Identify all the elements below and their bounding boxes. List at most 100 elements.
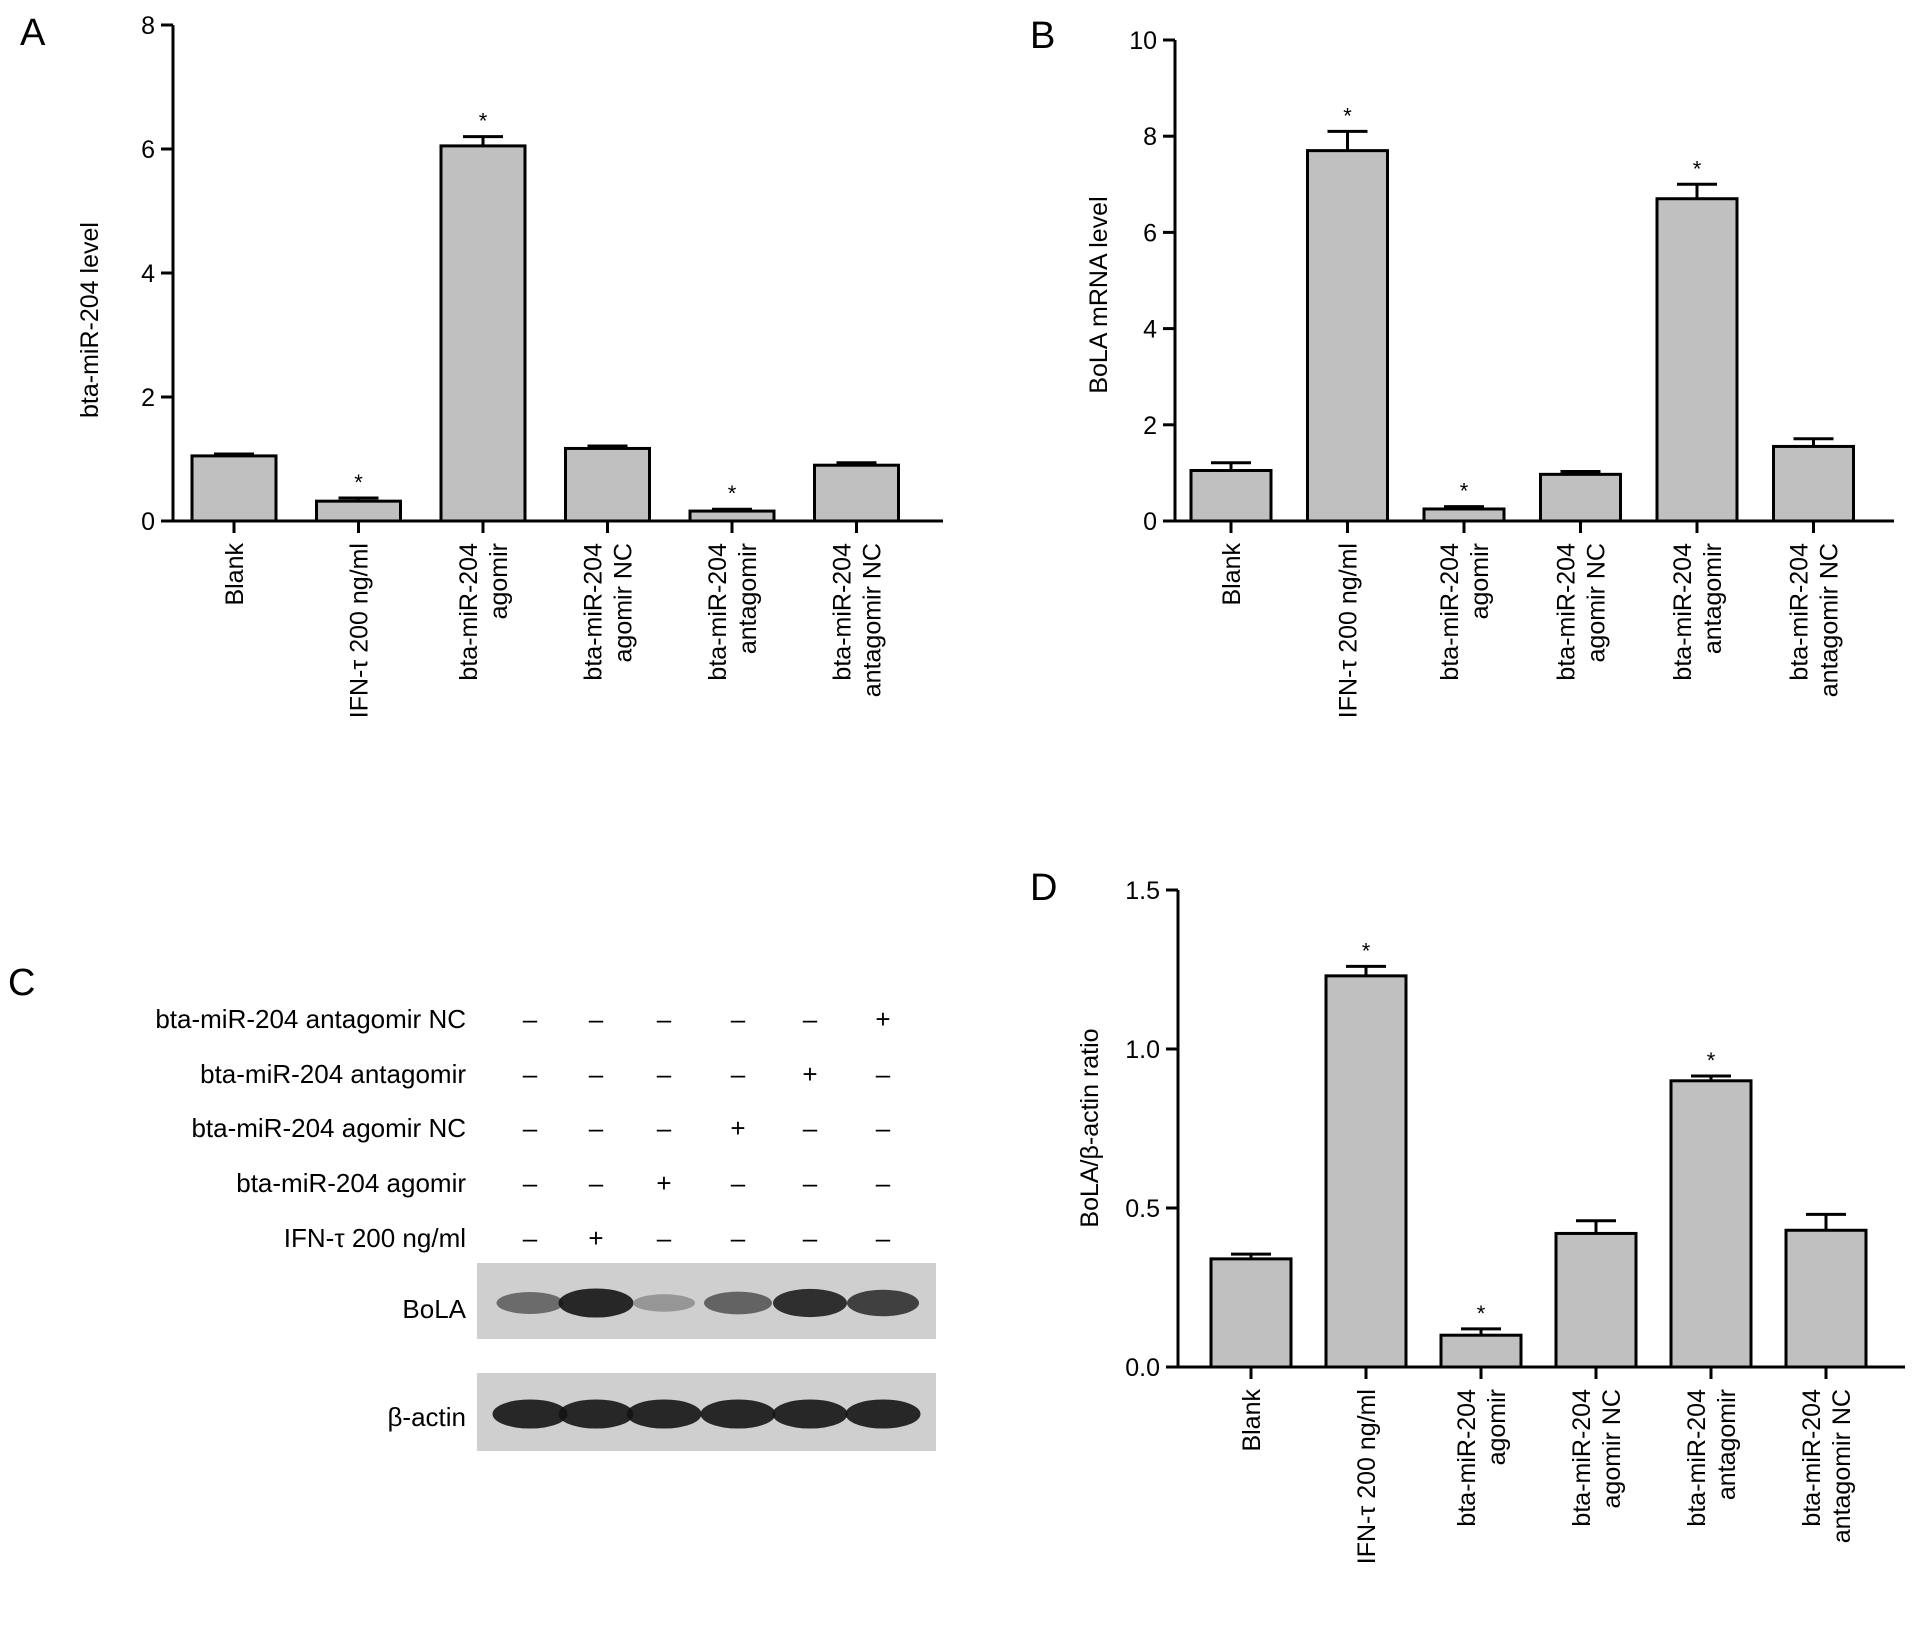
treatment-minus-sign: –: [803, 1113, 818, 1143]
blot-band: [496, 1292, 564, 1314]
significance-marker: *: [1707, 1048, 1716, 1073]
category-label: antagomir NC: [1828, 1389, 1856, 1543]
treatment-minus-sign: –: [803, 1004, 818, 1034]
y-tick-label: 4: [1143, 316, 1157, 344]
category-label: antagomir: [734, 543, 762, 654]
chart-panel-d: 0.0 0.5 1.0 1.5 BoLA/β-actin ratio Blank * IFN-…: [1076, 877, 1905, 1564]
category-label: bta-miR-204: [1683, 1389, 1711, 1527]
panel-letter-a: A: [20, 12, 46, 54]
y-axis-label: BoLA/β-actin ratio: [1076, 1028, 1104, 1227]
category-label: agomir NC: [1583, 543, 1611, 662]
bar: [190, 454, 278, 523]
category-label: bta-miR-204: [829, 543, 857, 681]
significance-marker: *: [1362, 938, 1371, 963]
treatment-plus-sign: +: [875, 1004, 890, 1034]
blot-band: [626, 1399, 702, 1429]
treatment-label: IFN-τ 200 ng/ml: [284, 1223, 466, 1253]
category-label: bta-miR-204: [455, 543, 483, 681]
y-tick-label: 8: [1143, 123, 1157, 151]
treatment-minus-sign: –: [523, 1168, 538, 1198]
bar: [315, 499, 402, 523]
bar: [1209, 1257, 1293, 1369]
treatment-minus-sign: –: [657, 1004, 672, 1034]
treatment-label: bta-miR-204 agomir NC: [191, 1113, 466, 1143]
category-label: bta-miR-204: [1553, 543, 1581, 681]
category-label: antagomir: [1713, 1389, 1741, 1500]
y-axis-label: BoLA mRNA level: [1085, 196, 1113, 393]
blot-band: [773, 1288, 847, 1318]
treatment-minus-sign: –: [523, 1004, 538, 1034]
category-label: Blank: [221, 543, 249, 606]
panel-letter-b: B: [1030, 15, 1055, 57]
bar: [1306, 149, 1389, 523]
category-label: bta-miR-204: [704, 543, 732, 681]
category-label: IFN-τ 200 ng/ml: [346, 543, 374, 718]
significance-marker: *: [1343, 103, 1352, 128]
chart-panel-b: 0 2 4 6 8 10 BoLA mRNA level Blank * IFN-τ 200 ng…: [1085, 27, 1894, 718]
treatment-plus-sign: +: [588, 1223, 603, 1253]
category-label: agomir: [485, 543, 513, 619]
y-tick-label: 8: [141, 12, 155, 40]
blot-band-label: BoLA: [402, 1294, 466, 1324]
bar: [1189, 468, 1273, 523]
treatment-label: bta-miR-204 antagomir: [200, 1059, 466, 1089]
bar: [1655, 197, 1739, 523]
bar: [1539, 472, 1622, 523]
category-label: agomir: [1466, 543, 1494, 619]
treatment-minus-sign: –: [589, 1168, 604, 1198]
significance-marker: *: [479, 109, 488, 134]
treatment-minus-sign: –: [876, 1059, 891, 1089]
blot-band: [772, 1399, 848, 1429]
treatment-minus-sign: –: [589, 1113, 604, 1143]
significance-marker: *: [1693, 156, 1702, 181]
category-label: Blank: [1238, 1389, 1266, 1452]
category-label: bta-miR-204: [1669, 543, 1697, 681]
bar: [1554, 1231, 1638, 1369]
treatment-minus-sign: –: [523, 1059, 538, 1089]
category-label: bta-miR-204: [1786, 543, 1814, 681]
treatment-plus-sign: +: [802, 1059, 817, 1089]
blot-band: [558, 1399, 634, 1429]
y-tick-label: 4: [141, 260, 155, 288]
bar: [688, 509, 776, 523]
treatment-minus-sign: –: [876, 1113, 891, 1143]
chart-panel-a: 0 2 4 6 8 bta-miR-204 level Blank * IFN-τ 200 ng…: [76, 12, 943, 718]
blot-band: [700, 1399, 776, 1429]
category-label: bta-miR-204: [1568, 1389, 1596, 1527]
treatment-label: bta-miR-204 antagomir NC: [155, 1004, 466, 1034]
treatment-minus-sign: –: [523, 1113, 538, 1143]
category-label: bta-miR-204: [580, 543, 608, 681]
y-tick-label: 2: [1143, 412, 1157, 440]
blot-band: [633, 1294, 695, 1312]
bar: [1784, 1228, 1868, 1369]
bar: [1324, 974, 1408, 1369]
y-axis-label: bta-miR-204 level: [76, 222, 104, 418]
category-label: antagomir NC: [859, 543, 887, 697]
y-tick-label: 1.0: [1125, 1036, 1160, 1064]
treatment-minus-sign: –: [731, 1059, 746, 1089]
treatment-label: bta-miR-204 agomir: [236, 1168, 466, 1198]
treatment-minus-sign: –: [876, 1223, 891, 1253]
treatment-minus-sign: –: [657, 1113, 672, 1143]
treatment-minus-sign: –: [803, 1168, 818, 1198]
category-label: antagomir: [1699, 543, 1727, 654]
significance-marker: *: [1477, 1301, 1486, 1326]
treatment-minus-sign: –: [589, 1059, 604, 1089]
blot-band: [492, 1399, 568, 1429]
y-tick-label: 6: [141, 136, 155, 164]
bar: [813, 463, 900, 523]
category-label: bta-miR-204: [1436, 543, 1464, 681]
blot-band-label: β-actin: [387, 1402, 466, 1432]
category-label: agomir: [1483, 1389, 1511, 1465]
y-tick-label: 10: [1129, 27, 1157, 55]
significance-marker: *: [728, 481, 737, 506]
y-tick-label: 1.5: [1125, 877, 1160, 905]
category-label: bta-miR-204: [1798, 1389, 1826, 1527]
y-tick-label: 0: [1143, 508, 1157, 536]
treatment-minus-sign: –: [876, 1168, 891, 1198]
treatment-minus-sign: –: [731, 1223, 746, 1253]
blot-band: [845, 1399, 921, 1429]
treatment-minus-sign: –: [731, 1168, 746, 1198]
blot-band: [704, 1291, 772, 1315]
category-label: IFN-τ 200 ng/ml: [1335, 543, 1363, 718]
